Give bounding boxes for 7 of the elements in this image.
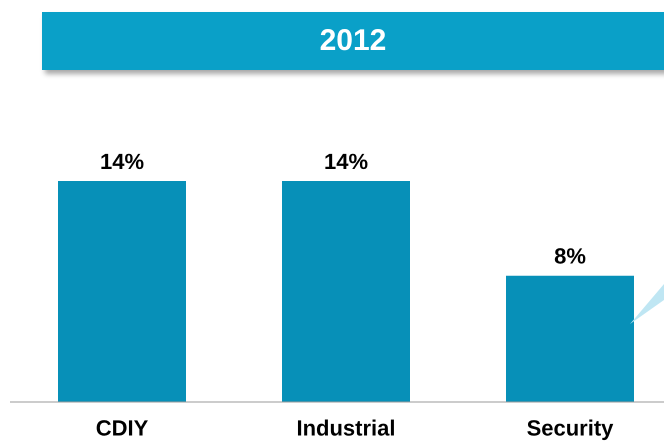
data-label: 8%	[554, 244, 586, 269]
data-label: 14%	[100, 149, 144, 174]
chart-title: 2012	[320, 24, 386, 57]
x-tick-label: Industrial	[296, 416, 396, 441]
x-tick-label: Security	[526, 416, 614, 441]
x-tick-label: CDIY	[96, 416, 149, 441]
data-label: 14%	[324, 149, 368, 174]
